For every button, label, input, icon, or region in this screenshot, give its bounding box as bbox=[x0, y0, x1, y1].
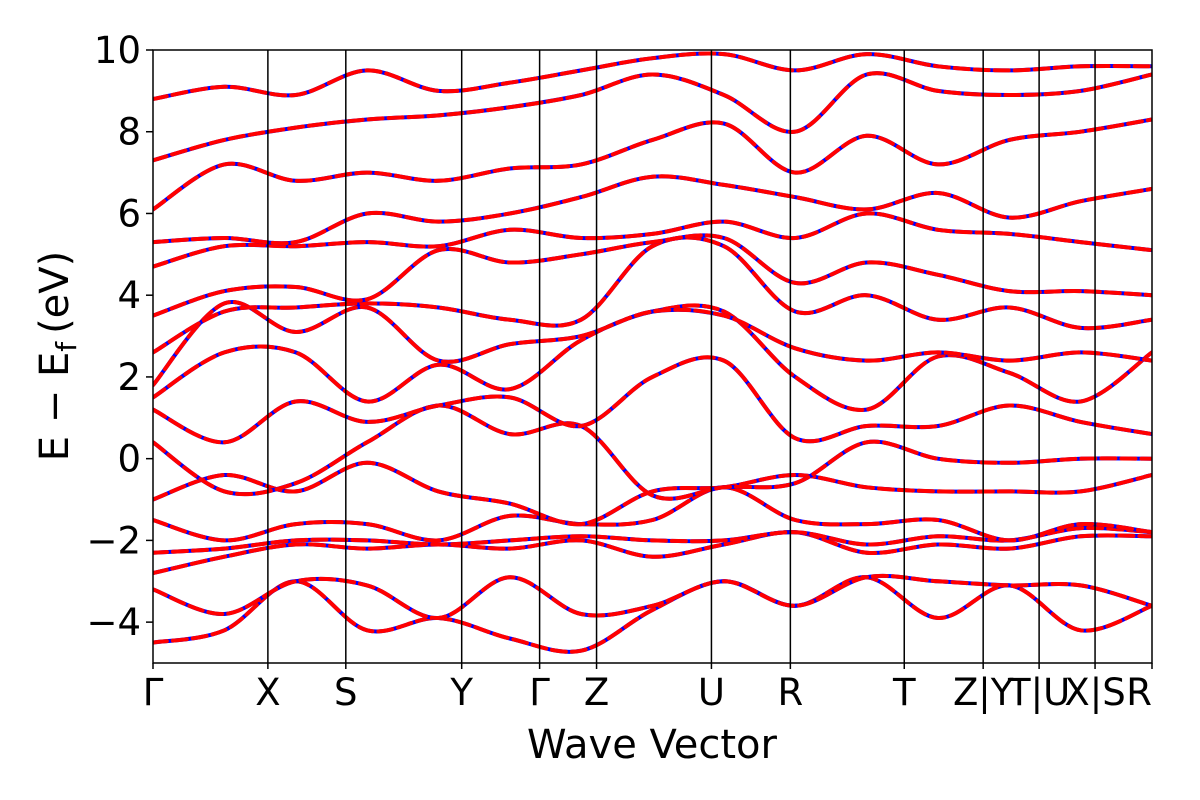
band-15-solid bbox=[153, 71, 1152, 163]
y-axis-ticks: −4 −2 0 2 4 6 8 10 bbox=[86, 29, 153, 644]
band-2-dashed bbox=[153, 530, 1152, 576]
band-6-dashed bbox=[153, 403, 1152, 501]
y-axis-label-subscript: f bbox=[50, 341, 83, 352]
band-12-dashed bbox=[153, 211, 1152, 269]
high-symmetry-lines bbox=[267, 50, 1096, 663]
band-16-dashed bbox=[153, 51, 1152, 101]
x-tick-label: X bbox=[255, 671, 280, 714]
y-tick-label: 6 bbox=[117, 192, 141, 235]
band-9-solid bbox=[153, 300, 1152, 388]
x-tick-label: T|U bbox=[1007, 671, 1070, 714]
band-11-dashed bbox=[153, 233, 1152, 318]
y-tick-label: −4 bbox=[86, 601, 141, 644]
x-tick-label: Γ bbox=[143, 671, 164, 714]
x-tick-label: U bbox=[698, 671, 725, 714]
band-5-dashed bbox=[153, 460, 1152, 527]
svg-text:E − Ef(eV): E − Ef (eV) bbox=[32, 251, 83, 462]
band-8-dashed bbox=[153, 303, 1152, 412]
x-tick-label: Z|Y bbox=[953, 671, 1014, 714]
band-6-solid bbox=[153, 403, 1152, 501]
y-axis-label: E − Ef (eV) bbox=[32, 251, 83, 462]
x-tick-label: Y bbox=[449, 671, 473, 714]
y-tick-label: 0 bbox=[117, 438, 141, 481]
y-axis-label-main: E − E bbox=[32, 352, 78, 462]
band-4-dashed bbox=[153, 485, 1152, 543]
band-15-dashed bbox=[153, 71, 1152, 163]
band-10-dashed bbox=[153, 235, 1152, 355]
y-axis-label-unit: (eV) bbox=[32, 251, 78, 334]
y-tick-label: 4 bbox=[117, 274, 141, 317]
band-9-dashed bbox=[153, 300, 1152, 388]
x-tick-label: R bbox=[778, 671, 804, 714]
band-0-dashed bbox=[153, 575, 1152, 654]
y-tick-label: 2 bbox=[117, 356, 141, 399]
x-tick-label: X|S bbox=[1064, 671, 1125, 714]
x-tick-label: S bbox=[334, 671, 358, 714]
band-0-solid bbox=[153, 575, 1152, 654]
x-tick-label: Z bbox=[584, 671, 609, 714]
band-7-dashed bbox=[153, 355, 1152, 445]
y-tick-label: 10 bbox=[94, 29, 141, 72]
bands-layer bbox=[153, 51, 1152, 654]
x-tick-label: T bbox=[892, 671, 916, 714]
x-axis-label: Wave Vector bbox=[527, 722, 778, 768]
band-14-solid bbox=[153, 117, 1152, 212]
band-14-dashed bbox=[153, 117, 1152, 212]
band-10-solid bbox=[153, 235, 1152, 355]
band-1-dashed bbox=[153, 573, 1152, 621]
y-tick-label: 8 bbox=[117, 111, 141, 154]
x-axis-ticks: Γ X S Y Γ Z U R T Z|YT|UX|S R bbox=[143, 663, 1153, 714]
plot-frame bbox=[152, 49, 1153, 664]
band-3-dashed bbox=[153, 525, 1152, 555]
y-tick-label: −2 bbox=[86, 519, 141, 562]
band-13-dashed bbox=[153, 174, 1152, 246]
x-tick-label: R bbox=[1126, 671, 1152, 714]
x-tick-label: Γ bbox=[529, 671, 550, 714]
